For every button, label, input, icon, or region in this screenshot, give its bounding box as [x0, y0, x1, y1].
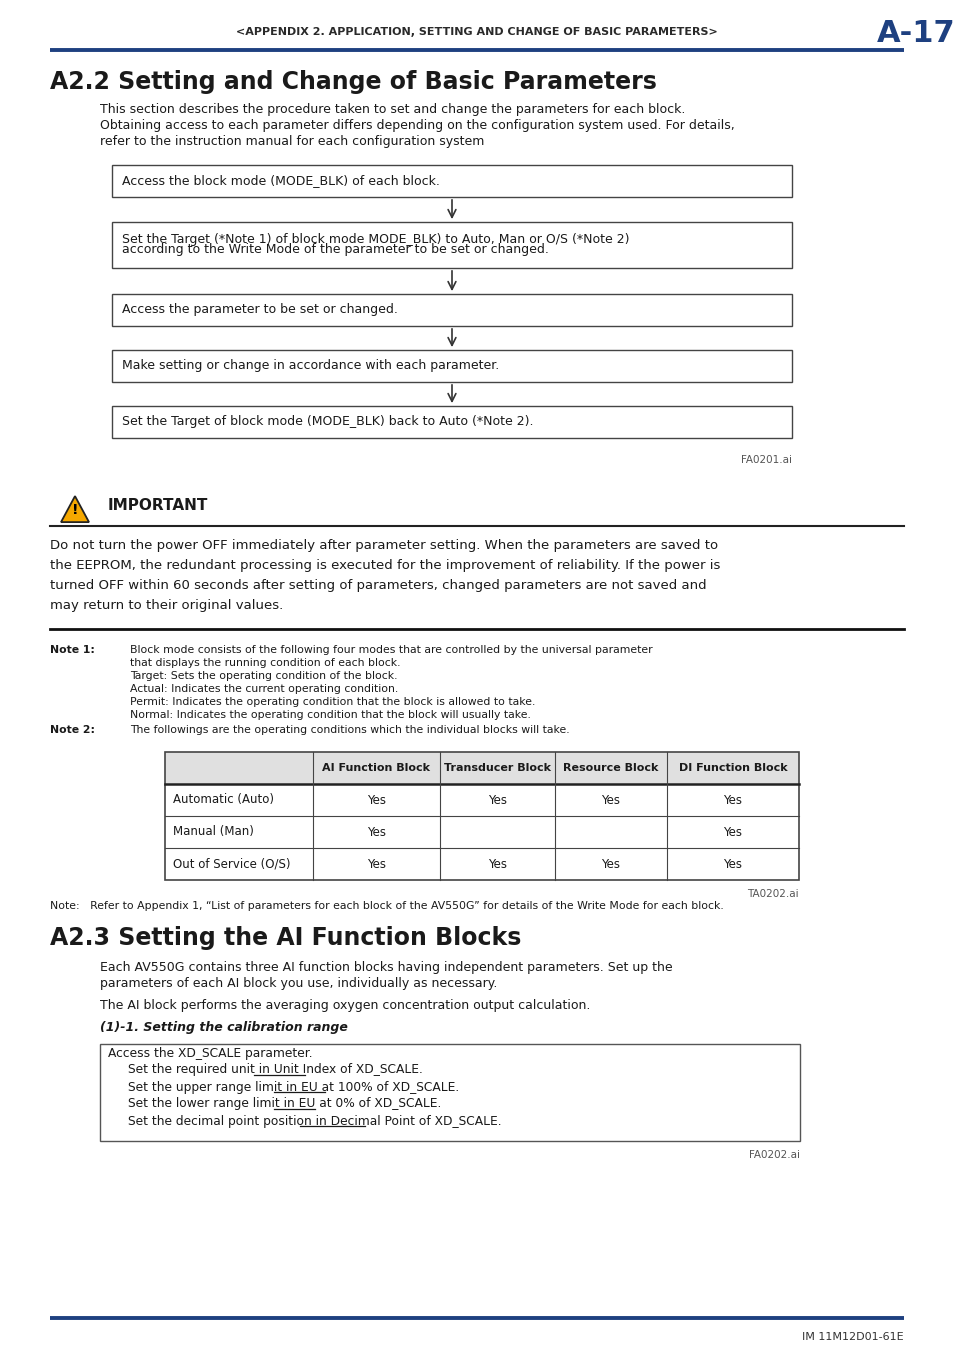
Bar: [165, 752, 799, 880]
Text: Yes: Yes: [367, 857, 386, 871]
Text: the EEPROM, the redundant processing is executed for the improvement of reliabil: the EEPROM, the redundant processing is …: [50, 559, 720, 571]
Polygon shape: [61, 495, 89, 522]
Text: Note 2:: Note 2:: [50, 725, 95, 734]
Text: Manual (Man): Manual (Man): [172, 825, 253, 838]
Text: The followings are the operating conditions which the individual blocks will tak: The followings are the operating conditi…: [130, 725, 569, 734]
Text: Resource Block: Resource Block: [562, 763, 658, 774]
Text: according to the Write Mode of the parameter to be set or changed.: according to the Write Mode of the param…: [122, 243, 548, 256]
Text: Set the Target (*Note 1) of block mode MODE_BLK) to Auto, Man or O/S (*Note 2): Set the Target (*Note 1) of block mode M…: [122, 234, 629, 247]
Text: Permit: Indicates the operating condition that the block is allowed to take.: Permit: Indicates the operating conditio…: [130, 697, 535, 707]
Text: Block mode consists of the following four modes that are controlled by the unive: Block mode consists of the following fou…: [130, 645, 652, 655]
Bar: [165, 752, 799, 784]
Text: Access the parameter to be set or changed.: Access the parameter to be set or change…: [122, 304, 397, 316]
Text: Set the required unit in Unit Index of XD_SCALE.: Set the required unit in Unit Index of X…: [128, 1064, 422, 1076]
Text: Yes: Yes: [601, 794, 619, 806]
Text: refer to the instruction manual for each configuration system: refer to the instruction manual for each…: [100, 135, 484, 148]
Bar: [112, 406, 791, 437]
Text: IMPORTANT: IMPORTANT: [108, 498, 208, 513]
Text: Yes: Yes: [367, 825, 386, 838]
Text: Yes: Yes: [722, 794, 741, 806]
Text: may return to their original values.: may return to their original values.: [50, 598, 283, 612]
Text: Yes: Yes: [367, 794, 386, 806]
Text: Note 1:: Note 1:: [50, 645, 94, 655]
Text: FA0202.ai: FA0202.ai: [748, 1150, 800, 1160]
Text: turned OFF within 60 seconds after setting of parameters, changed parameters are: turned OFF within 60 seconds after setti…: [50, 579, 706, 591]
Text: Set the upper range limit in EU at 100% of XD_SCALE.: Set the upper range limit in EU at 100% …: [128, 1080, 458, 1094]
Text: Target: Sets the operating condition of the block.: Target: Sets the operating condition of …: [130, 671, 397, 680]
Text: Yes: Yes: [488, 857, 506, 871]
Text: !: !: [71, 504, 78, 517]
Text: Set the Target of block mode (MODE_BLK) back to Auto (*Note 2).: Set the Target of block mode (MODE_BLK) …: [122, 416, 533, 428]
Text: TA0202.ai: TA0202.ai: [746, 890, 799, 899]
Text: Each AV550G contains three AI function blocks having independent parameters. Set: Each AV550G contains three AI function b…: [100, 961, 672, 975]
Text: Yes: Yes: [722, 857, 741, 871]
Text: A-17: A-17: [876, 19, 953, 49]
Text: <APPENDIX 2. APPLICATION, SETTING AND CHANGE OF BASIC PARAMETERS>: <APPENDIX 2. APPLICATION, SETTING AND CH…: [236, 27, 717, 36]
Text: Obtaining access to each parameter differs depending on the configuration system: Obtaining access to each parameter diffe…: [100, 120, 734, 132]
Text: Actual: Indicates the current operating condition.: Actual: Indicates the current operating …: [130, 684, 397, 694]
Text: The AI block performs the averaging oxygen concentration output calculation.: The AI block performs the averaging oxyg…: [100, 999, 590, 1012]
Bar: [100, 1044, 800, 1141]
Bar: [112, 221, 791, 269]
Text: Normal: Indicates the operating condition that the block will usually take.: Normal: Indicates the operating conditio…: [130, 710, 530, 720]
Text: Make setting or change in accordance with each parameter.: Make setting or change in accordance wit…: [122, 359, 498, 373]
Text: Note:   Refer to Appendix 1, “List of parameters for each block of the AV550G” f: Note: Refer to Appendix 1, “List of para…: [50, 900, 723, 911]
Text: Automatic (Auto): Automatic (Auto): [172, 794, 274, 806]
Bar: [112, 294, 791, 325]
Bar: [112, 165, 791, 197]
Text: Yes: Yes: [601, 857, 619, 871]
Text: Do not turn the power OFF immediately after parameter setting. When the paramete: Do not turn the power OFF immediately af…: [50, 539, 718, 552]
Text: AI Function Block: AI Function Block: [322, 763, 430, 774]
Text: Out of Service (O/S): Out of Service (O/S): [172, 857, 291, 871]
Text: This section describes the procedure taken to set and change the parameters for : This section describes the procedure tak…: [100, 104, 684, 116]
Text: Access the XD_SCALE parameter.: Access the XD_SCALE parameter.: [108, 1046, 313, 1060]
Text: parameters of each AI block you use, individually as necessary.: parameters of each AI block you use, ind…: [100, 977, 497, 991]
Text: DI Function Block: DI Function Block: [678, 763, 786, 774]
Text: IM 11M12D01-61E: IM 11M12D01-61E: [801, 1332, 903, 1342]
Bar: [112, 350, 791, 382]
Text: (1)-1. Setting the calibration range: (1)-1. Setting the calibration range: [100, 1022, 348, 1034]
Text: that displays the running condition of each block.: that displays the running condition of e…: [130, 657, 400, 668]
Text: Access the block mode (MODE_BLK) of each block.: Access the block mode (MODE_BLK) of each…: [122, 174, 439, 188]
Text: Yes: Yes: [488, 794, 506, 806]
Text: A2.2 Setting and Change of Basic Parameters: A2.2 Setting and Change of Basic Paramet…: [50, 70, 657, 95]
Text: FA0201.ai: FA0201.ai: [740, 455, 791, 464]
Text: A2.3 Setting the AI Function Blocks: A2.3 Setting the AI Function Blocks: [50, 926, 521, 950]
Text: Yes: Yes: [722, 825, 741, 838]
Text: Set the lower range limit in EU at 0% of XD_SCALE.: Set the lower range limit in EU at 0% of…: [128, 1098, 441, 1111]
Text: Set the decimal point position in Decimal Point of XD_SCALE.: Set the decimal point position in Decima…: [128, 1115, 501, 1127]
Text: Transducer Block: Transducer Block: [443, 763, 551, 774]
